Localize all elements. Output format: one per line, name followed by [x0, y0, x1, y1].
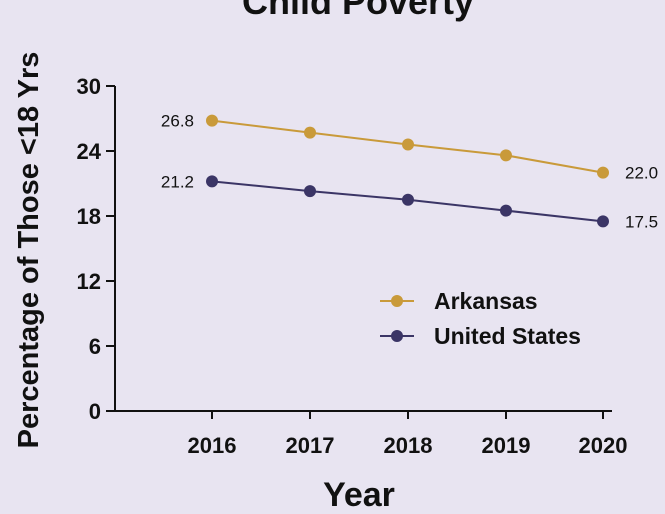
series-arkansas: 26.8 22.0 [161, 112, 658, 183]
data-point [500, 149, 512, 162]
legend-item-arkansas: Arkansas [380, 288, 538, 314]
data-point [304, 126, 316, 139]
data-label-last: 22.0 [625, 164, 658, 183]
data-point [597, 166, 609, 179]
y-tick-label: 12 [77, 269, 101, 294]
data-label-last: 17.5 [625, 212, 658, 231]
data-point [206, 114, 218, 127]
series-united-states: 21.2 17.5 [161, 172, 658, 231]
data-point [402, 193, 414, 206]
y-tick-label: 6 [89, 334, 101, 359]
x-tick-label: 2017 [286, 433, 335, 458]
data-label-first: 21.2 [161, 172, 194, 191]
legend-label-arkansas: Arkansas [434, 288, 538, 314]
data-point [304, 185, 316, 198]
y-tick-label: 18 [77, 204, 101, 229]
series-layer: 26.8 22.0 21.2 17.5 [161, 112, 658, 232]
chart-title: Child Poverty [242, 0, 474, 22]
legend: Arkansas United States [380, 288, 581, 349]
data-point [597, 215, 609, 228]
y-tick-label: 30 [77, 74, 101, 99]
y-axis-title: Percentage of Those <18 Yrs [13, 52, 45, 449]
legend-item-united-states: United States [380, 323, 581, 349]
data-point [206, 175, 218, 188]
legend-label-united-states: United States [434, 323, 581, 349]
x-tick-label: 2016 [188, 433, 237, 458]
y-tick-label: 24 [77, 139, 102, 164]
data-point [500, 204, 512, 217]
legend-marker-united-states [391, 330, 403, 342]
legend-marker-arkansas [391, 295, 403, 307]
data-point [402, 138, 414, 151]
x-axis-title: Year [323, 476, 395, 514]
x-tick-label: 2018 [384, 433, 433, 458]
x-tick-label: 2019 [482, 433, 531, 458]
axes: 0 6 12 18 24 30 2016 2017 2018 2019 2020 [77, 74, 628, 458]
data-label-first: 26.8 [161, 112, 194, 131]
x-tick-label: 2020 [579, 433, 628, 458]
y-tick-label: 0 [89, 399, 101, 424]
